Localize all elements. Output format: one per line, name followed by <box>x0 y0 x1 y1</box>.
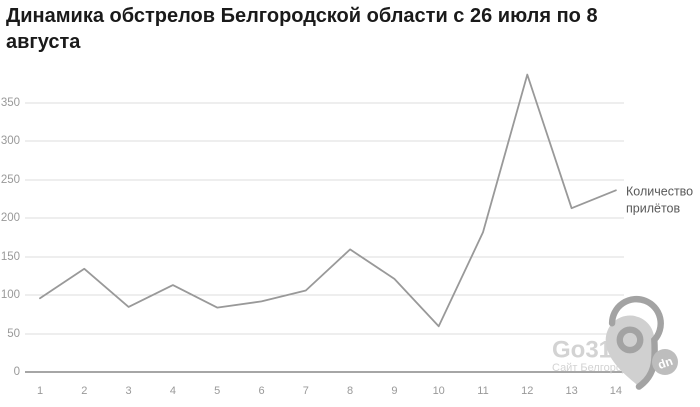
svg-text:7: 7 <box>303 385 309 397</box>
svg-text:1: 1 <box>37 385 43 397</box>
svg-text:50: 50 <box>7 328 20 340</box>
svg-text:6: 6 <box>258 385 264 397</box>
svg-text:Go31: Go31 <box>552 337 612 364</box>
svg-text:250: 250 <box>1 174 20 186</box>
svg-text:9: 9 <box>391 385 397 397</box>
svg-text:300: 300 <box>1 135 20 147</box>
svg-text:2: 2 <box>81 385 87 397</box>
svg-text:11: 11 <box>477 385 488 397</box>
svg-text:150: 150 <box>1 251 20 263</box>
svg-text:350: 350 <box>1 97 20 109</box>
svg-text:прилётов: прилётов <box>626 202 680 216</box>
svg-text:0: 0 <box>14 366 20 378</box>
svg-text:5: 5 <box>214 385 220 397</box>
svg-text:Количество: Количество <box>626 185 693 199</box>
svg-text:200: 200 <box>1 212 20 224</box>
svg-text:13: 13 <box>565 385 577 397</box>
svg-text:3: 3 <box>126 385 132 397</box>
svg-text:10: 10 <box>433 385 445 397</box>
svg-text:8: 8 <box>347 385 353 397</box>
svg-text:100: 100 <box>1 289 20 301</box>
svg-text:4: 4 <box>170 385 176 397</box>
svg-text:14: 14 <box>610 385 622 397</box>
svg-text:12: 12 <box>521 385 533 397</box>
